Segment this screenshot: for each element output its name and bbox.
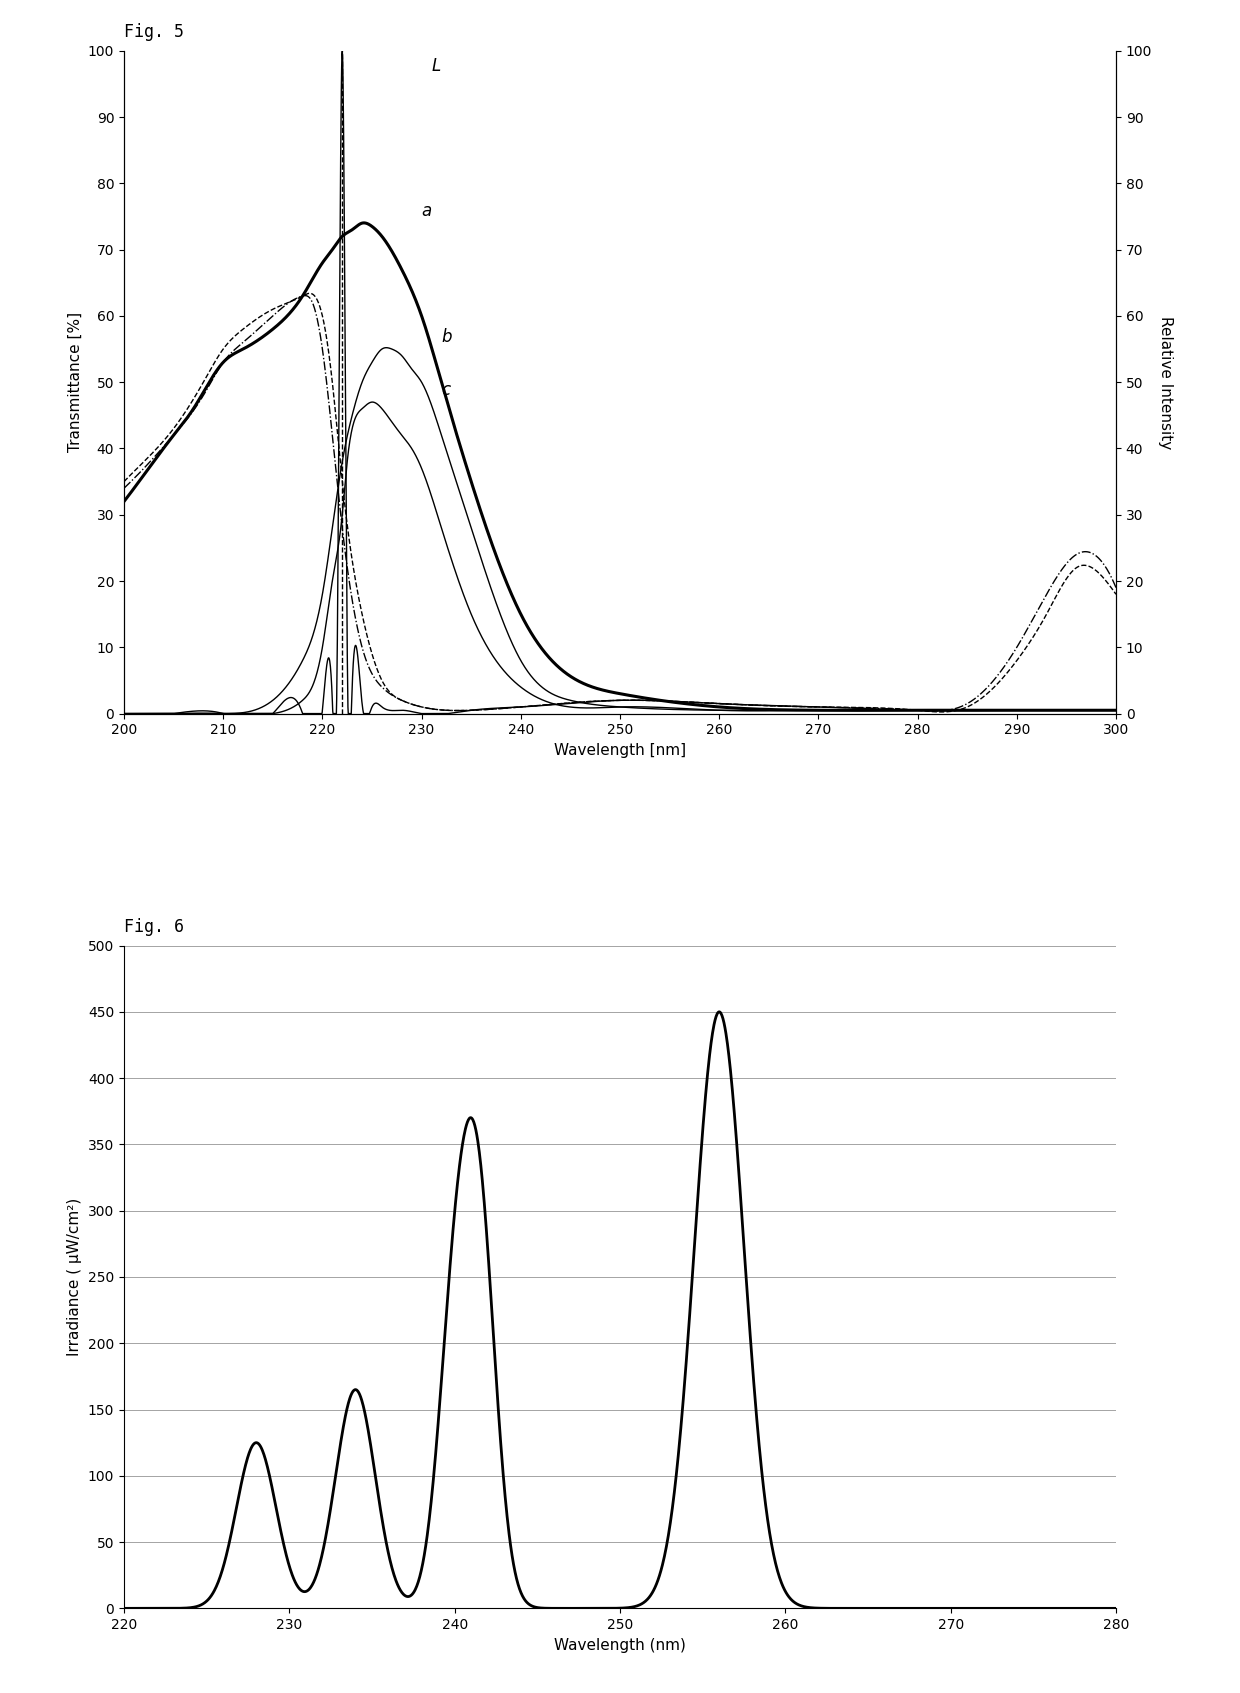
- Text: b: b: [441, 328, 451, 347]
- Text: c: c: [441, 381, 450, 400]
- Text: Fig. 6: Fig. 6: [124, 918, 184, 936]
- X-axis label: Wavelength (nm): Wavelength (nm): [554, 1637, 686, 1652]
- X-axis label: Wavelength [nm]: Wavelength [nm]: [554, 743, 686, 758]
- Y-axis label: Irradiance ( μW/cm²): Irradiance ( μW/cm²): [67, 1199, 82, 1356]
- Text: Fig. 5: Fig. 5: [124, 24, 184, 41]
- Y-axis label: Relative Intensity: Relative Intensity: [1158, 315, 1173, 449]
- Text: L: L: [432, 56, 440, 74]
- Text: a: a: [422, 203, 432, 220]
- Y-axis label: Transmittance [%]: Transmittance [%]: [67, 312, 82, 452]
